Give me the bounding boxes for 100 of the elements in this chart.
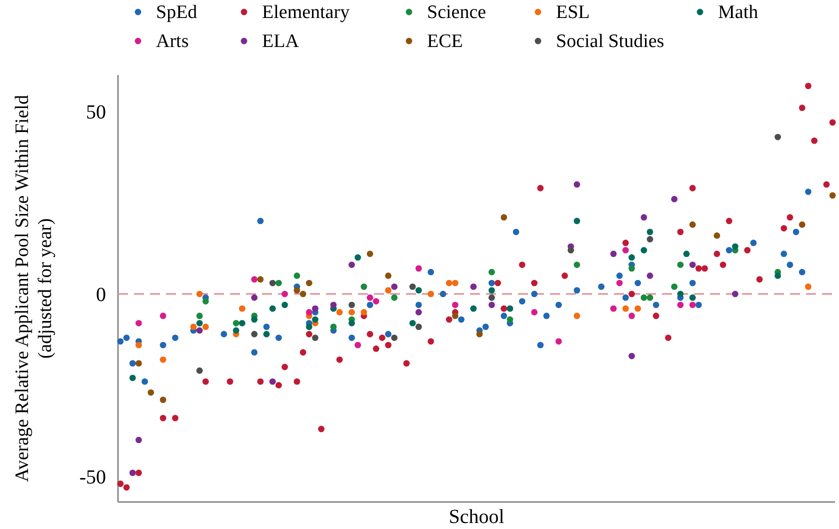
point [336,309,343,316]
point [446,316,452,323]
point [689,184,696,192]
point [640,294,648,301]
point [798,104,806,112]
point [282,302,288,308]
point [500,214,508,221]
point [196,290,203,298]
point [257,276,264,283]
point [330,302,337,308]
point [543,312,550,320]
point [695,302,702,308]
point [366,330,374,338]
point [628,290,635,298]
point [452,302,458,308]
point [798,221,806,228]
point [232,327,240,334]
point [117,480,124,487]
point [282,364,288,370]
point [652,302,660,308]
point [360,283,368,290]
point [300,349,306,356]
point [488,302,495,308]
point [720,262,726,268]
point [714,250,720,258]
point [269,280,276,286]
point [458,316,464,323]
point [677,302,684,308]
point [562,272,568,279]
point [294,287,300,294]
point [634,305,641,312]
point [294,272,300,279]
point [805,283,812,290]
point [282,290,288,298]
point [415,287,422,294]
point [774,272,781,279]
y-tick-label: -50 [79,466,106,488]
point [275,382,282,388]
point [732,290,738,298]
point [306,280,312,286]
point [135,342,142,348]
point [506,305,514,312]
point [476,330,483,338]
point [452,312,458,320]
legend-label: Math [718,2,759,23]
point [488,287,495,294]
point [494,280,502,286]
point [160,414,166,422]
point [129,360,136,367]
point [415,302,422,308]
point [306,330,312,338]
point [360,309,368,316]
point [306,324,312,330]
point [366,294,374,301]
point [160,342,166,348]
point [506,316,514,323]
point [196,320,203,326]
point [160,396,166,404]
point [172,334,178,341]
point [294,378,300,385]
point [257,378,264,385]
point [634,280,641,286]
point [196,327,203,334]
point [500,305,508,312]
point [409,320,416,326]
point [135,470,142,476]
legend-label: Science [427,2,486,23]
point [780,250,788,258]
point [622,246,629,254]
point [628,254,635,261]
point [129,374,136,382]
point [786,214,794,221]
point [251,349,258,356]
point [574,262,580,268]
point [537,184,544,192]
point [470,283,477,290]
point [702,265,708,272]
point [744,246,751,254]
legend-label: Elementary [262,2,350,23]
point [652,312,660,320]
point [318,426,324,432]
point [160,312,166,320]
point [348,302,355,308]
point [677,228,684,236]
point [446,280,452,286]
point [348,262,355,268]
point [574,181,580,188]
point [269,378,276,385]
point [488,280,495,286]
point [574,312,580,320]
point [689,302,696,308]
point [646,228,654,236]
point [123,484,130,491]
point [190,324,197,330]
legend-label: Arts [156,31,189,52]
point [202,378,209,385]
point [665,334,672,341]
point [610,305,617,312]
point [391,283,398,290]
point [622,294,629,301]
